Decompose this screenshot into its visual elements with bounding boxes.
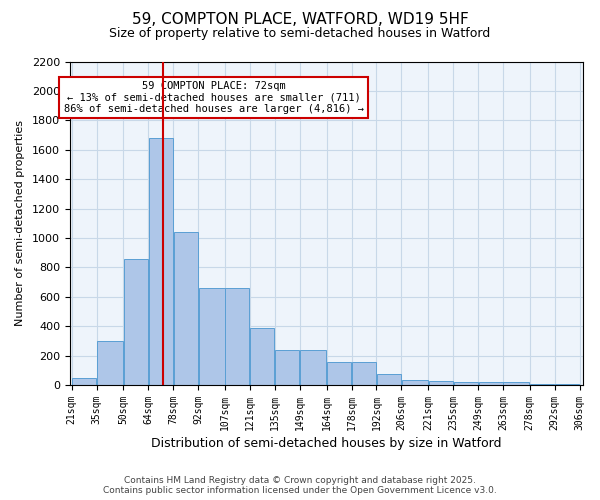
Bar xyxy=(503,382,529,385)
Bar xyxy=(72,378,96,385)
Y-axis label: Number of semi-detached properties: Number of semi-detached properties xyxy=(15,120,25,326)
Text: Contains HM Land Registry data © Crown copyright and database right 2025.
Contai: Contains HM Land Registry data © Crown c… xyxy=(103,476,497,495)
Bar xyxy=(97,341,123,385)
Bar xyxy=(327,362,351,385)
Bar xyxy=(174,232,198,385)
Bar xyxy=(377,374,401,385)
Bar xyxy=(428,380,452,385)
Bar xyxy=(352,362,376,385)
Bar xyxy=(275,350,299,385)
Bar xyxy=(555,384,579,385)
Bar xyxy=(250,328,274,385)
Bar xyxy=(530,384,554,385)
Bar xyxy=(199,288,224,385)
Bar xyxy=(402,380,428,385)
Bar xyxy=(454,382,478,385)
Bar xyxy=(479,382,503,385)
X-axis label: Distribution of semi-detached houses by size in Watford: Distribution of semi-detached houses by … xyxy=(151,437,502,450)
Text: 59 COMPTON PLACE: 72sqm
← 13% of semi-detached houses are smaller (711)
86% of s: 59 COMPTON PLACE: 72sqm ← 13% of semi-de… xyxy=(64,81,364,114)
Bar xyxy=(149,138,173,385)
Bar xyxy=(226,288,250,385)
Bar xyxy=(300,350,326,385)
Text: 59, COMPTON PLACE, WATFORD, WD19 5HF: 59, COMPTON PLACE, WATFORD, WD19 5HF xyxy=(131,12,469,28)
Bar xyxy=(124,258,148,385)
Text: Size of property relative to semi-detached houses in Watford: Size of property relative to semi-detach… xyxy=(109,28,491,40)
